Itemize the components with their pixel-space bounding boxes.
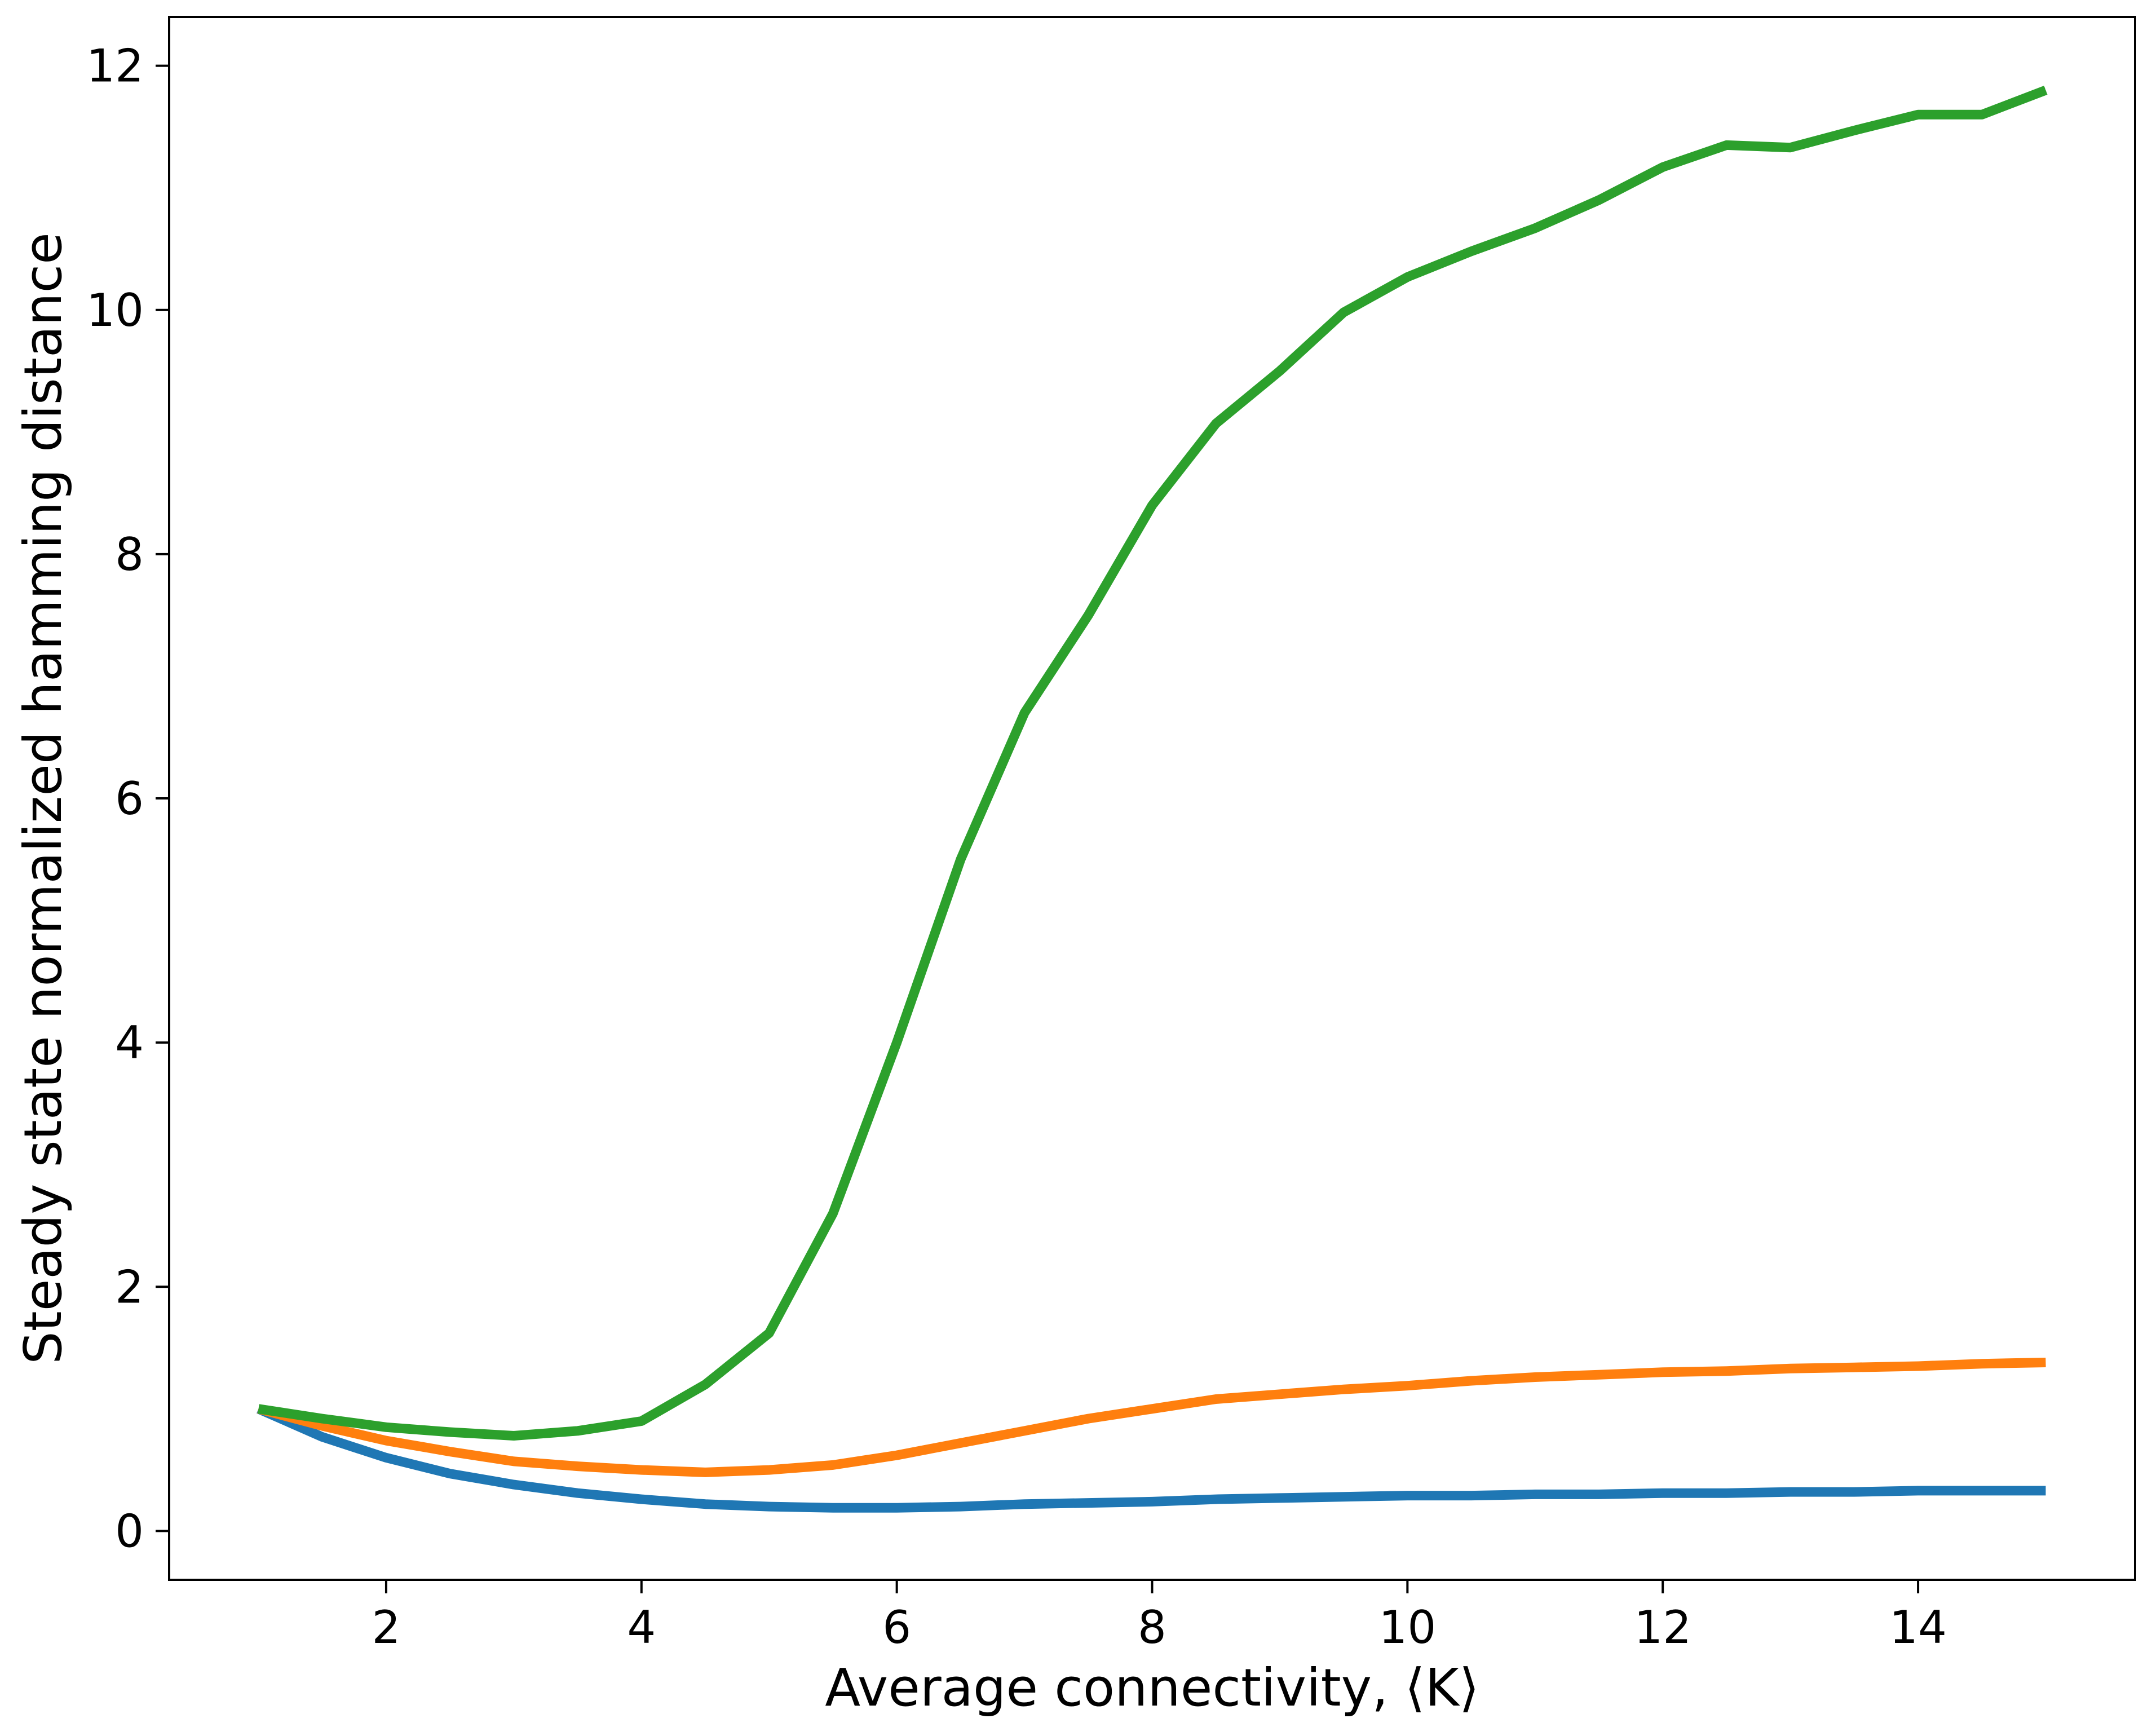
- y-tick-label: 0: [115, 1505, 144, 1557]
- x-tick-label: 2: [372, 1601, 400, 1654]
- x-tick-label: 14: [1889, 1601, 1947, 1654]
- y-tick-label: 6: [115, 772, 144, 825]
- series-layer: [257, 85, 2048, 1513]
- y-tick-label: 12: [86, 40, 144, 92]
- y-tick-label: 10: [86, 284, 144, 337]
- x-tick-label: 4: [627, 1601, 656, 1654]
- x-tick-label: 10: [1378, 1601, 1436, 1654]
- y-axis-ticks: 0 2 4 6 8 10 12: [86, 40, 169, 1557]
- x-axis-label: Average connectivity, ⟨K⟩: [825, 1658, 1479, 1718]
- series-line-2: [257, 1358, 2046, 1477]
- x-axis-ticks: 2 4 6 8 10 12 14: [372, 1580, 1947, 1654]
- y-axis-label: Steady state normalized hamming distance: [13, 232, 73, 1364]
- x-tick-label: 12: [1634, 1601, 1691, 1654]
- x-tick-label: 8: [1138, 1601, 1166, 1654]
- series-line-1: [257, 1404, 2046, 1513]
- series-line-3: [258, 85, 2048, 1441]
- y-tick-label: 2: [115, 1261, 144, 1313]
- y-tick-label: 4: [115, 1017, 144, 1069]
- x-tick-label: 6: [882, 1601, 911, 1654]
- y-tick-label: 8: [115, 528, 144, 581]
